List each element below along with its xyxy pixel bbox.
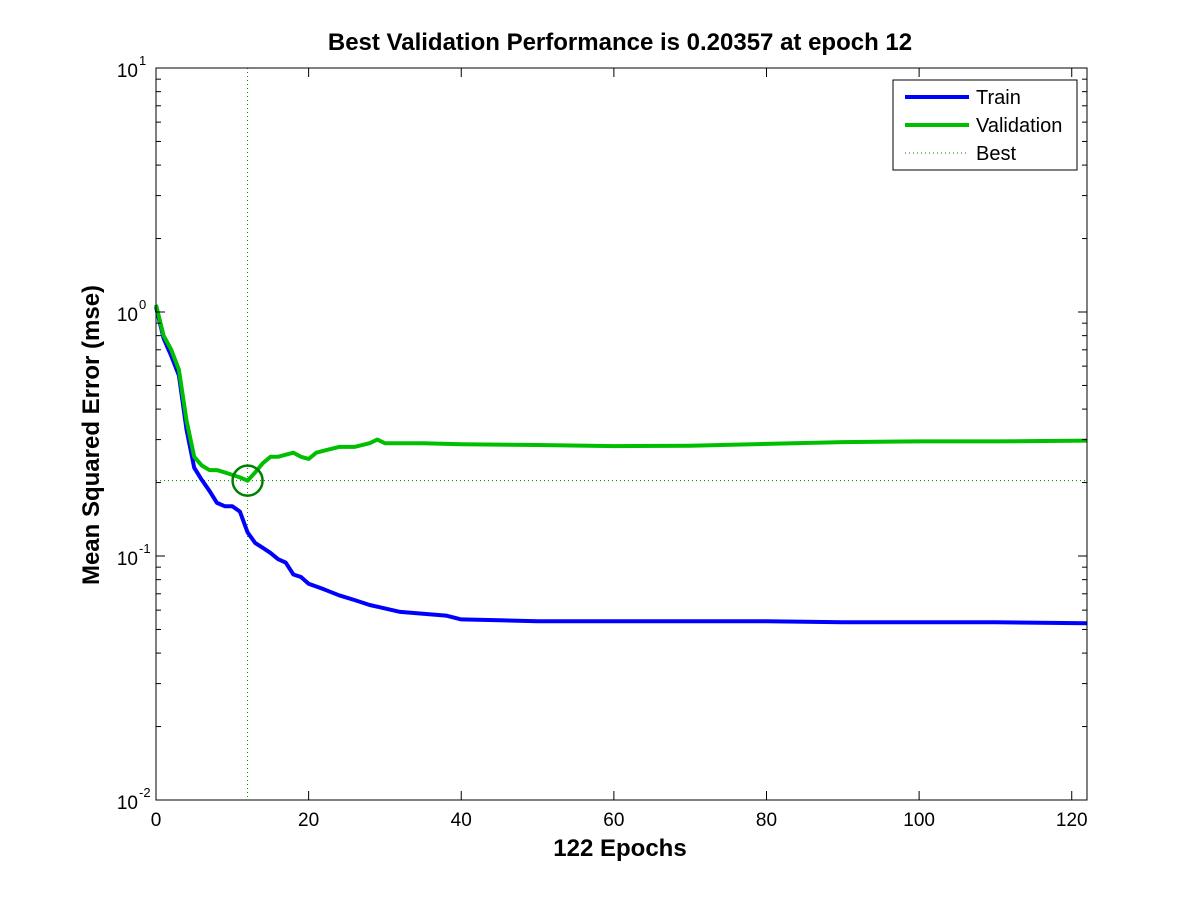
y-tick-label: 10 [117,61,138,82]
x-tick-label: 80 [756,810,777,831]
y-tick-label: 10 [117,305,138,326]
y-tick-exponent: -1 [139,541,151,556]
legend-label-best: Best [976,143,1016,165]
chart-title: Best Validation Performance is 0.20357 a… [328,29,912,56]
x-axis-label: 122 Epochs [553,835,686,862]
plot-background [156,68,1087,800]
x-tick-label: 60 [603,810,624,831]
y-tick-exponent: -2 [139,785,151,800]
x-tick-label: 120 [1056,810,1088,831]
series-validation-line [154,304,1088,483]
legend-label-train: Train [976,87,1021,109]
plot-area [154,68,1088,800]
x-tick-label: 0 [151,810,162,831]
legend-label-validation: Validation [976,115,1062,137]
y-axis-label: Mean Squared Error (mse) [78,285,105,585]
axes-box [155,67,1088,801]
y-tick-label: 10 [117,793,138,814]
x-tick-label: 20 [298,810,319,831]
y-tick-label: 10 [117,549,138,570]
x-tick-label: 100 [903,810,935,831]
series-train-line [154,306,1088,626]
best-point-marker [231,464,264,497]
legend: Train Validation Best [892,79,1078,171]
x-tick-label: 40 [451,810,472,831]
y-tick-exponent: 1 [139,53,146,68]
y-tick-exponent: 0 [139,297,146,312]
